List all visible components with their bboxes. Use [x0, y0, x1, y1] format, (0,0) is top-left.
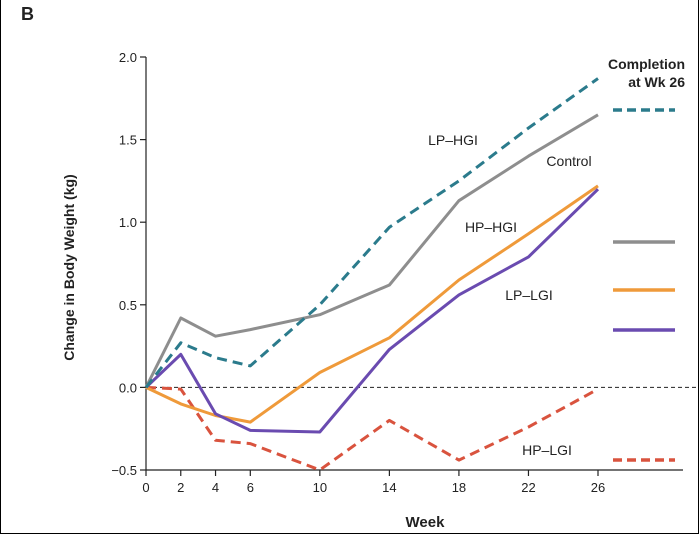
x-tick-label: 2 [177, 480, 184, 495]
y-tick-label: 0.0 [119, 380, 137, 395]
series-labels: LP–HGI Control HP–HGI LP–LGI HP–LGI [428, 132, 591, 458]
x-tick-label: 22 [521, 480, 535, 495]
x-tick-label: 0 [142, 480, 149, 495]
legend-title-line-1: Completion [608, 56, 685, 72]
legend: Completion at Wk 26 [608, 56, 685, 462]
series-line-control [144, 113, 599, 389]
x-tick-label: 10 [313, 480, 327, 495]
x-tick-label: 6 [247, 480, 254, 495]
panel-label: B [21, 4, 34, 24]
axes: −0.5 0.0 0.5 1.0 1.5 2.0 0 2 4 6 10 14 18 22 26 Week Cha… [61, 50, 696, 531]
series-label: LP–LGI [505, 287, 552, 303]
y-tick-label: 1.0 [119, 215, 137, 230]
y-tick-label: 1.5 [119, 133, 137, 148]
series-label: HP–HGI [465, 219, 517, 235]
x-tick-label: 14 [382, 480, 396, 495]
y-axis-title: Change in Body Weight (kg) [61, 174, 77, 360]
x-tick-label: 18 [452, 480, 466, 495]
x-tick-label: 4 [212, 480, 219, 495]
series-line-hp-lgi [145, 385, 599, 472]
series-label: HP–LGI [522, 442, 572, 458]
y-tick-label: −0.5 [111, 463, 137, 478]
legend-title-line-2: at Wk 26 [628, 74, 685, 90]
series-line-lp-lgi [145, 184, 599, 424]
x-tick-label: 26 [591, 480, 605, 495]
series-layer [144, 77, 600, 472]
x-axis-title: Week [406, 514, 446, 531]
series-label: LP–HGI [428, 132, 478, 148]
series-line-hp-hgi [144, 188, 600, 434]
series-label: Control [546, 153, 591, 169]
y-tick-label: 2.0 [119, 50, 137, 65]
y-tick-label: 0.5 [119, 298, 137, 313]
series-line-lp-hgi [144, 77, 599, 389]
